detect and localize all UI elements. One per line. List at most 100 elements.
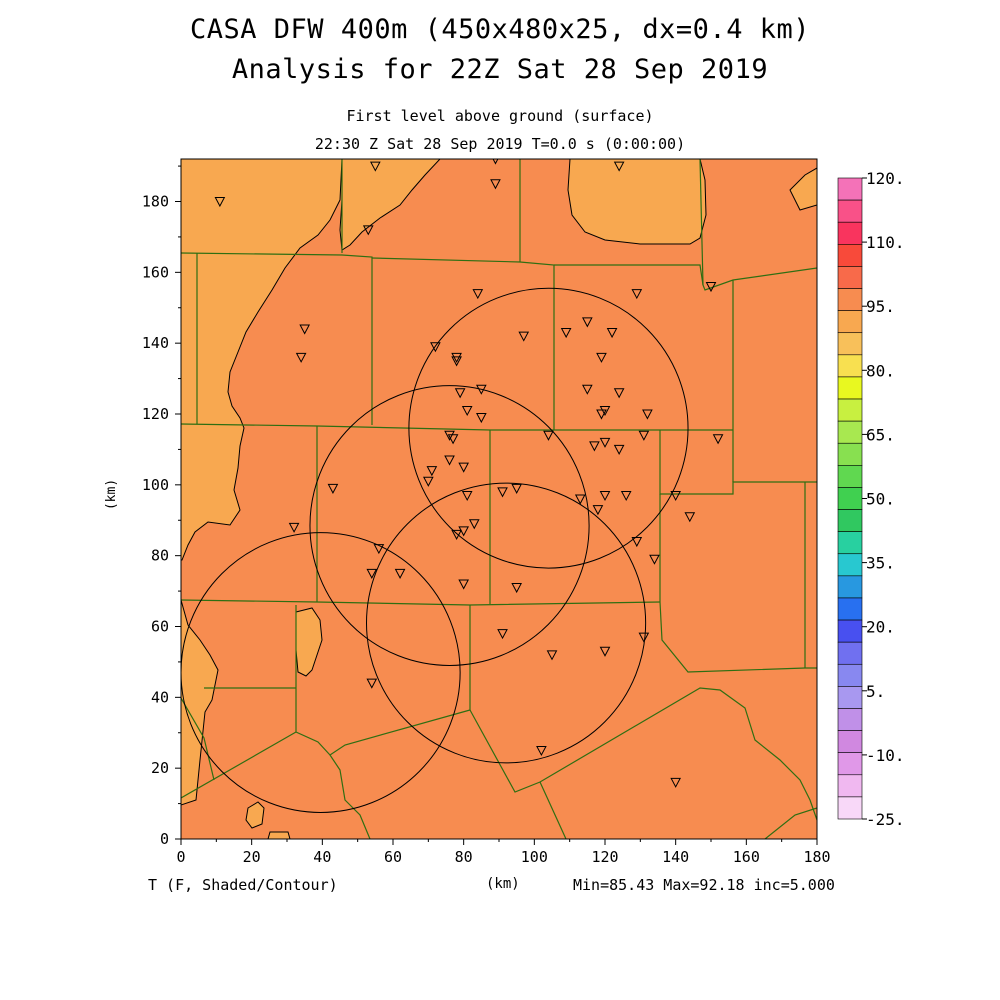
colorbar-swatch (837, 796, 863, 820)
county-line (181, 697, 215, 781)
county-line (659, 601, 817, 673)
station-marker (373, 544, 385, 555)
colorbar-swatch (837, 398, 863, 422)
station-marker (543, 430, 554, 441)
county-line (329, 754, 371, 839)
x-tick-label: 20 (243, 848, 261, 866)
station-marker (472, 289, 484, 300)
colorbar-swatch (837, 752, 863, 776)
x-tick-label: 80 (455, 848, 473, 866)
county-line (181, 731, 297, 799)
colorbar: 120. 110. 95. 80. 65. 50. 35. 20. 5. -10. -25. (837, 169, 905, 829)
station-marker (560, 328, 572, 339)
colorbar-label: 20. (866, 618, 895, 637)
y-axis: 0 20 40 60 80 100 120 140 160 180 (142, 165, 181, 848)
y-tick-label: 160 (142, 263, 169, 281)
station-marker (454, 388, 466, 399)
station-marker (447, 434, 459, 445)
station-marker (444, 430, 455, 441)
station-marker (451, 529, 462, 540)
station-marker (476, 384, 487, 395)
station-marker (638, 430, 650, 441)
colorbar-swatch (837, 354, 863, 378)
station-marker (620, 490, 632, 502)
colorbar-swatch (837, 597, 863, 621)
station-marker (613, 444, 625, 455)
county-line (539, 781, 567, 839)
x-tick-label: 140 (662, 848, 689, 866)
station-marker (288, 522, 300, 533)
station-marker (712, 434, 724, 445)
station-marker (546, 650, 558, 661)
radar-ring (309, 385, 590, 666)
station-marker (366, 678, 378, 689)
county-line (469, 687, 817, 821)
colorbar-label: -25. (866, 810, 905, 829)
x-axis: 0 20 40 60 80 100 120 140 160 180 (176, 839, 831, 866)
station-marker (631, 537, 643, 548)
variable-label: T (F, Shaded/Contour) (148, 876, 338, 894)
colorbar-label: 5. (866, 682, 885, 701)
station-marker (536, 745, 547, 757)
colorbar-swatch (837, 509, 863, 532)
colorbar-swatch (837, 332, 863, 356)
temp-shade-80-85-lake (295, 607, 323, 677)
y-tick-label: 60 (151, 618, 169, 636)
county-boundaries (181, 159, 817, 839)
station-marker (430, 342, 441, 353)
station-marker (670, 777, 681, 788)
station-marker (599, 437, 611, 448)
colorbar-label: 80. (866, 361, 895, 380)
station-marker (214, 197, 226, 208)
x-tick-label: 0 (176, 848, 185, 866)
colorbar-swatch (837, 177, 863, 201)
colorbar-swatch (837, 420, 863, 444)
station-marker (461, 490, 473, 502)
map-title: CASA DFW 400m (450x480x25, dx=0.4 km) (190, 14, 810, 45)
colorbar-label: 50. (866, 490, 895, 509)
radar-ring (408, 287, 689, 569)
county-line (554, 264, 817, 291)
station-marker (451, 352, 462, 363)
county-line (181, 252, 373, 425)
colorbar-label: 110. (866, 233, 905, 252)
station-marker (366, 568, 378, 579)
station-marker (599, 646, 611, 657)
station-marker (599, 405, 611, 417)
station-marker (458, 462, 469, 473)
x-tick-label: 60 (384, 848, 402, 866)
colorbar-swatch (837, 663, 863, 687)
x-tick-label: 100 (521, 848, 548, 866)
colorbar-swatch (837, 774, 863, 798)
station-marker (299, 324, 310, 335)
station-marker (670, 490, 681, 502)
radar-ring (366, 482, 647, 764)
station-marker (582, 384, 593, 395)
station-marker (638, 632, 650, 643)
county-line (699, 159, 704, 286)
colorbar-swatch (837, 553, 863, 577)
x-tick-label: 120 (591, 848, 618, 866)
temp-shade-80-85-south-strip (267, 831, 291, 839)
station-marker (394, 568, 406, 579)
station-marker (458, 579, 469, 590)
station-marker (511, 583, 522, 594)
colorbar-label: 65. (866, 425, 895, 444)
station-marker (596, 352, 607, 363)
colorbar-swatch (837, 708, 863, 731)
station-markers (214, 159, 724, 788)
x-tick-label: 160 (733, 848, 760, 866)
colorbar-swatch (837, 244, 863, 267)
y-tick-label: 40 (151, 688, 169, 706)
y-tick-label: 140 (142, 334, 169, 352)
colorbar-swatch (837, 575, 863, 599)
station-marker (451, 356, 462, 367)
station-marker (649, 554, 660, 565)
station-marker (461, 405, 473, 417)
colorbar-swatch (837, 442, 863, 466)
station-marker (613, 161, 625, 172)
station-marker (444, 455, 455, 466)
colorbar-swatch (837, 686, 863, 709)
station-marker (490, 179, 501, 190)
